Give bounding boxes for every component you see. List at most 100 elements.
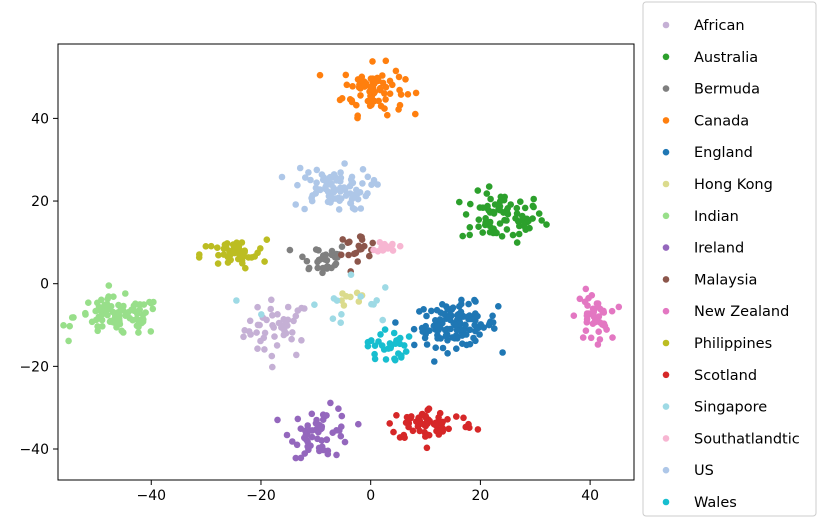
point-us [354,195,362,203]
point-england [463,341,470,349]
point-england [449,334,456,341]
point-african [280,316,288,323]
legend-label-bermuda: Bermuda [694,82,760,98]
point-new-zealand [582,327,590,335]
point-australia [519,212,526,220]
point-england [495,303,502,310]
point-new-zealand [579,334,587,341]
legend-label-ireland: Ireland [694,241,744,257]
point-us [305,169,312,176]
point-england [411,341,418,349]
point-us [332,195,340,202]
point-australia [501,216,508,224]
legend-marker-african [662,21,670,29]
point-england [444,306,451,313]
point-scotland [444,416,451,423]
y-tick-label: −40 [19,442,49,458]
point-new-zealand [587,334,595,342]
point-scotland [462,423,470,431]
point-us [359,166,367,173]
point-us [335,206,343,213]
point-southatlandtic [379,247,387,254]
point-canada [412,89,420,97]
point-wales [395,350,402,357]
point-philippines [224,259,232,266]
point-canada [397,91,405,98]
point-ireland [341,438,349,446]
point-us [346,182,354,190]
point-indian [101,301,108,309]
point-indian [134,316,142,324]
point-canada [343,81,351,89]
point-bermuda [319,264,327,272]
point-scotland [437,418,444,426]
point-ireland [301,434,308,442]
point-indian [92,316,100,324]
point-wales [377,331,384,338]
point-indian [116,320,124,328]
point-african [245,328,253,335]
point-us [354,190,362,197]
point-canada [395,73,403,81]
legend-marker-bermuda [662,85,670,92]
point-indian [92,307,99,315]
point-scotland [432,421,440,429]
point-indian [82,309,89,317]
point-australia [486,209,494,216]
point-indian [122,290,129,297]
point-wales [382,356,390,363]
point-african [274,311,281,318]
x-tick-label: −20 [246,488,276,504]
point-england [455,310,463,318]
point-ireland [323,436,331,444]
point-england [440,310,448,318]
point-philippines [220,245,228,252]
point-us [296,164,304,172]
point-ireland [307,442,314,450]
point-new-zealand [583,312,591,320]
point-england [443,333,450,340]
point-indian [135,329,142,336]
point-australia [479,229,487,236]
legend-label-canada: Canada [694,113,749,129]
point-england [458,332,466,339]
point-ireland [308,410,316,418]
point-australia [530,195,537,203]
point-england [434,322,441,330]
point-scotland [425,405,433,413]
point-ireland [355,420,362,428]
point-new-zealand [594,302,602,310]
point-canada [395,106,402,113]
point-singapore [311,301,318,309]
point-new-zealand [608,307,616,315]
point-african [289,329,296,336]
point-african [261,346,268,353]
point-african [254,321,262,329]
point-singapore [379,316,387,324]
x-tick-label: 0 [366,488,375,504]
point-malaysia [339,236,347,243]
point-african [284,303,292,311]
legend-marker-hong-kong [662,180,670,188]
point-us [362,192,370,200]
legend-label-philippines: Philippines [694,336,772,352]
point-philippines [248,254,255,261]
point-ireland [308,433,316,441]
point-bermuda [315,247,322,254]
point-new-zealand [600,309,608,316]
point-australia [535,210,543,217]
point-england [428,307,435,315]
point-canada [357,85,364,92]
point-african [246,317,254,325]
point-canada [379,79,387,87]
point-ireland [337,432,345,440]
point-indian [68,314,76,321]
point-australia [475,223,482,230]
point-african [268,352,276,360]
point-australia [525,217,532,225]
point-southatlandtic [384,245,392,252]
point-indian [132,300,139,308]
point-england [433,306,441,314]
point-philippines [225,252,233,260]
point-philippines [207,242,215,250]
